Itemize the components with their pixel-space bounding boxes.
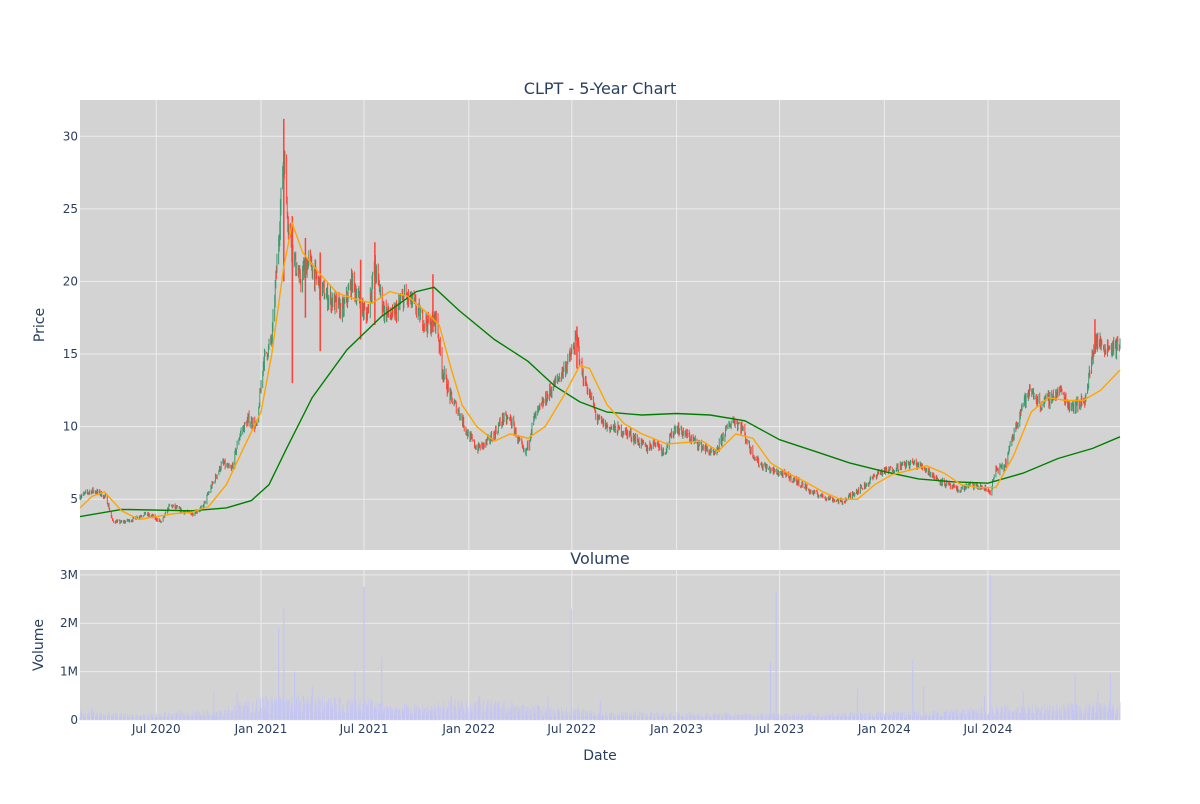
price-gridlines [80,100,1120,550]
price-y-tick-label: 15 [63,347,78,361]
price-y-tick-label: 30 [63,129,78,143]
volume-axis-label: Volume [31,619,47,671]
x-tick-label: Jul 2024 [963,722,1013,736]
volume-y-tick-label: 0 [70,713,78,727]
volume-y-ticks: 0 1M 2M 3M [60,568,78,727]
date-axis-label: Date [583,748,616,764]
volume-plot-area[interactable] [80,570,1120,720]
volume-y-tick-label: 3M [60,568,78,582]
price-y-tick-label: 25 [63,202,78,216]
x-tick-label: Jan 2023 [649,722,703,736]
volume-y-tick-label: 2M [60,616,78,630]
moving-average-long-line [79,286,1121,518]
price-y-tick-label: 5 [70,492,78,506]
x-tick-label: Jul 2021 [339,722,389,736]
x-tick-label: Jul 2023 [754,722,804,736]
volume-y-tick-label: 1M [60,665,78,679]
moving-averages [79,220,1121,521]
price-y-ticks: 5 10 15 20 25 30 [63,129,78,506]
date-x-ticks: Jul 2020 Jan 2021 Jul 2021 Jan 2022 Jul 2022… [131,722,1013,736]
price-y-tick-label: 10 [63,420,78,434]
volume-gridlines [80,570,1120,721]
price-chart-title: CLPT - 5-Year Chart [524,79,676,98]
price-y-tick-label: 20 [63,274,78,288]
moving-average-short-line [79,220,1121,521]
x-tick-label: Jul 2020 [131,722,181,736]
volume-bars [79,574,1121,720]
price-axis-label: Price [32,308,48,342]
x-tick-label: Jul 2022 [546,722,596,736]
x-tick-label: Jan 2021 [234,722,288,736]
x-tick-label: Jan 2022 [441,722,495,736]
x-tick-label: Jan 2024 [857,722,911,736]
volume-chart-title: Volume [570,549,630,568]
